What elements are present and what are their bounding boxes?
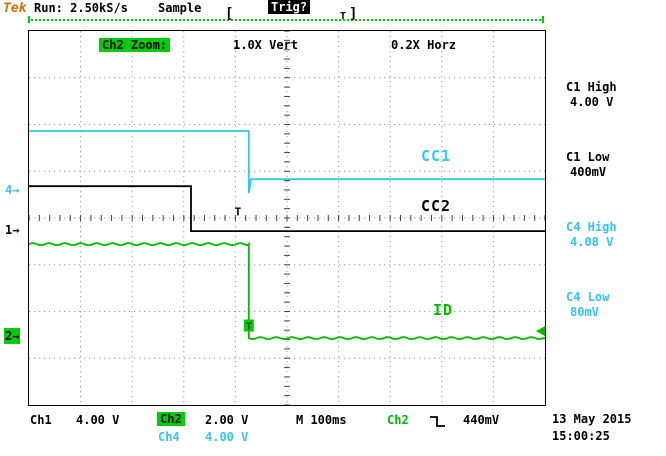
zoom-channel-badge: Ch2 Zoom:	[99, 38, 171, 52]
trace-cc1	[29, 130, 545, 194]
ch2-scale: 2.00 V	[205, 413, 249, 427]
zoom-window-right-bracket: ]	[349, 6, 358, 22]
trigger-time-marker: T	[235, 206, 242, 219]
trigger-point-label: T	[246, 322, 252, 333]
measurement-value: 4.00 V	[570, 95, 614, 109]
measurement-label: C4 High	[566, 220, 617, 234]
channel-marker-2: 2→	[4, 328, 21, 345]
timebase-readout: M 100ms	[296, 413, 347, 427]
falling-edge-icon	[430, 416, 445, 427]
scope-display: TT	[29, 31, 545, 405]
measurement-c4-high: C4 High 4.08 V	[566, 220, 617, 250]
measurement-value: 4.08 V	[570, 235, 614, 249]
trace-label-cc2: CC2	[421, 197, 452, 215]
measurement-label: C1 Low	[566, 150, 610, 164]
trace-id	[29, 241, 545, 341]
ch1-scale: 4.00 V	[76, 413, 120, 427]
zoom-vertical-factor: 1.0X Vert	[233, 38, 299, 52]
measurement-label: C4 Low	[566, 290, 610, 304]
channel-marker-1: 1→	[5, 223, 20, 238]
ch2-label-badge: Ch2	[157, 412, 185, 426]
ch4-label: Ch4	[158, 430, 180, 444]
measurement-value: 400mV	[570, 165, 607, 179]
trigger-status-badge: Trig?	[268, 0, 311, 14]
trace-cc2	[29, 185, 545, 233]
measurement-label: C1 High	[566, 80, 617, 94]
run-status: Run: 2.50kS/s	[34, 1, 128, 15]
ch1-label: Ch1	[30, 413, 52, 427]
record-end-tick-left	[28, 16, 30, 23]
acquisition-mode: Sample	[158, 1, 202, 15]
measurement-c1-high: C1 High 4.00 V	[566, 80, 617, 110]
record-end-tick-right	[542, 16, 544, 23]
record-view-line	[28, 19, 544, 21]
record-trigger-marker: T	[340, 11, 347, 22]
trigger-source: Ch2	[387, 413, 409, 427]
time-readout: 15:00:25	[552, 429, 610, 443]
trigger-point-box	[243, 319, 254, 332]
trace-label-cc1: CC1	[421, 147, 452, 165]
trigger-level-arrow	[536, 326, 545, 337]
trace-label-id: ID	[433, 301, 454, 319]
zoom-window-left-bracket: [	[225, 6, 234, 22]
measurement-value: 80mV	[570, 305, 599, 319]
ch4-scale: 4.00 V	[205, 430, 249, 444]
date-readout: 13 May 2015	[552, 412, 632, 426]
measurement-c4-low: C4 Low 80mV	[566, 290, 609, 320]
tek-logo: Tek	[3, 1, 27, 16]
channel-marker-4: 4→	[5, 183, 20, 198]
zoom-horizontal-factor: 0.2X Horz	[391, 38, 457, 52]
trigger-level-readout: 440mV	[463, 413, 500, 427]
measurement-c1-low: C1 Low 400mV	[566, 150, 609, 180]
